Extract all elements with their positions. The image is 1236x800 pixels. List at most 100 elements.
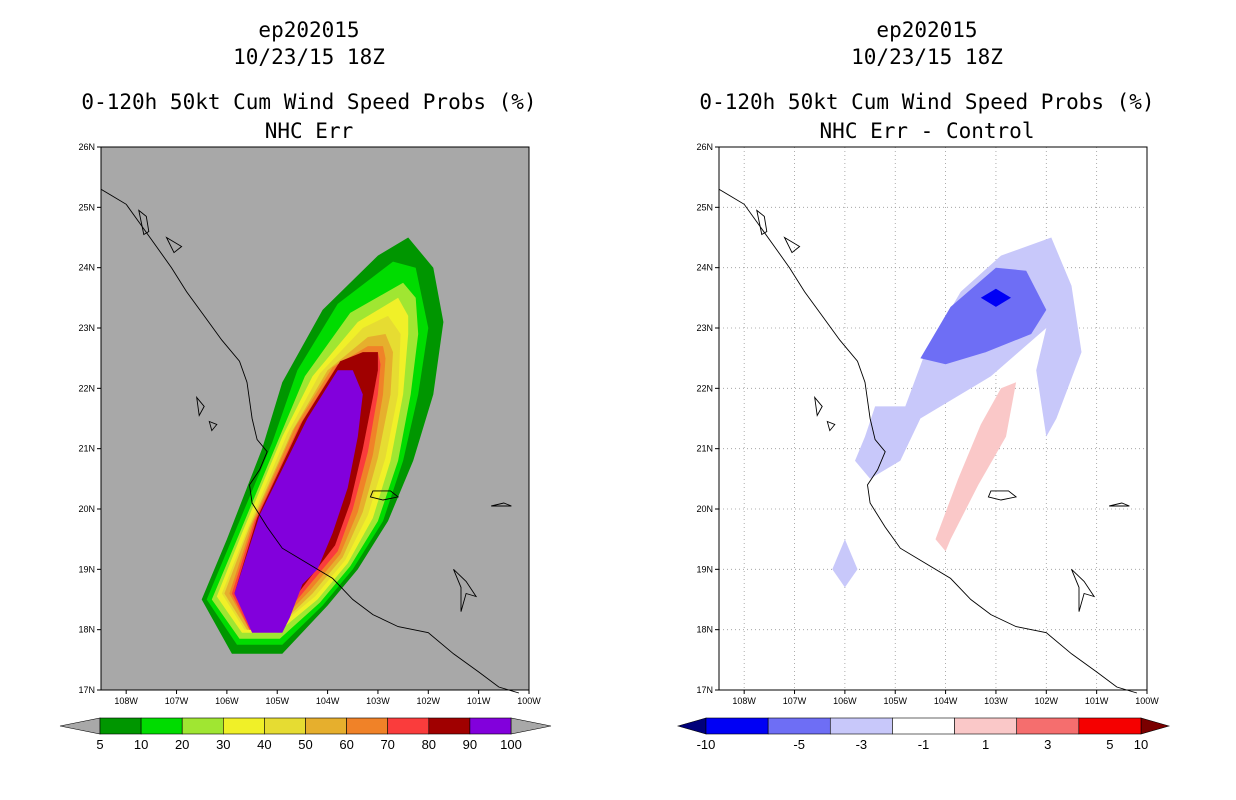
left-coastline (100, 188, 520, 694)
right-colorbar-label: -1 (918, 737, 930, 752)
left-island-outline (453, 568, 478, 612)
left-y-tick-label: 18N (78, 625, 95, 635)
right-colorbar-label: 3 (1044, 737, 1051, 752)
left-island-outline (196, 395, 205, 417)
left-colorbar-label: 60 (339, 737, 353, 752)
left-island-outline (491, 502, 512, 507)
left-x-tick-label: 101W (467, 696, 491, 706)
right-colorbar-label: -3 (856, 737, 868, 752)
left-colorbar-swatch (428, 717, 471, 735)
left-x-tick-label: 104W (316, 696, 340, 706)
right-x-tick-label: 102W (1035, 696, 1059, 706)
right-y-tick-label: 24N (696, 263, 713, 273)
left-colorbar-swatch (99, 717, 142, 735)
left-island-outline (165, 236, 183, 254)
left-colorbar-swatch (140, 717, 183, 735)
right-x-tick-label: 104W (934, 696, 958, 706)
right-chart-subtitle: NHC Err - Control (819, 119, 1035, 143)
right-map-plot: 108W 107W 106W 105W 104W 103W 102W 101W 100W 17N 1… (676, 142, 1171, 752)
right-y-tick-label: 23N (696, 323, 713, 333)
left-colorbar-label: 50 (298, 737, 312, 752)
right-plot-background (719, 147, 1147, 690)
left-y-tick-label: 24N (78, 263, 95, 273)
left-colorbar-low-arrow (59, 717, 101, 735)
right-island-outline (783, 236, 801, 254)
right-datetime: 10/23/15 18Z (851, 45, 1003, 69)
right-colorbar-low-arrow (676, 717, 707, 735)
left-x-tick-label: 100W (517, 696, 541, 706)
right-colorbar-label: -10 (697, 737, 716, 752)
left-chart-title: 0-120h 50kt Cum Wind Speed Probs (%) (81, 90, 537, 114)
left-colorbar-label: 20 (175, 737, 189, 752)
right-x-tick-label: 103W (984, 696, 1008, 706)
left-y-tick-label: 19N (78, 564, 95, 574)
left-colorbar-label: 80 (422, 737, 436, 752)
left-colorbar-swatch (181, 717, 224, 735)
right-island-outline (756, 209, 768, 236)
left-colorbar-swatch (223, 717, 265, 735)
left-x-tick-label: 102W (417, 696, 441, 706)
left-datetime: 10/23/15 18Z (233, 45, 385, 69)
left-storm-id: ep202015 (258, 18, 360, 42)
right-colorbar-swatch (1078, 717, 1142, 735)
right-colorbar-swatch (892, 717, 955, 735)
right-x-tick-label: 101W (1085, 696, 1109, 706)
right-contour-neg3 (920, 267, 1047, 365)
left-colorbar-high-arrow (510, 717, 552, 735)
left-x-tick-label: 103W (366, 696, 390, 706)
left-colorbar-label: 40 (257, 737, 271, 752)
right-y-tick-label: 19N (696, 564, 713, 574)
right-y-tick-label: 21N (696, 444, 713, 454)
left-island-outline (138, 209, 150, 236)
right-island-outline (826, 420, 836, 432)
right-y-tick-label: 18N (696, 625, 713, 635)
left-colorbar-label: 30 (216, 737, 230, 752)
right-plot-frame (718, 146, 1148, 691)
left-y-tick-label: 22N (78, 383, 95, 393)
right-contour-neg1 (832, 539, 858, 588)
right-y-tick-label: 17N (696, 685, 713, 695)
right-x-tick-label: 108W (732, 696, 756, 706)
right-coastline (718, 188, 1138, 694)
left-colorbar-swatch (305, 717, 347, 735)
right-y-tick-label: 25N (696, 202, 713, 212)
left-chart-panel: ep202015 10/23/15 18Z 0-120h 50kt Cum Wi… (59, 18, 552, 752)
right-contour-neg5 (980, 288, 1011, 307)
left-colorbar-swatch (469, 717, 512, 735)
left-x-tick-label: 108W (114, 696, 138, 706)
left-colorbar-swatch (346, 717, 389, 735)
right-island-outline (814, 395, 823, 417)
right-colorbar-label: 1 (982, 737, 989, 752)
right-x-tick-label: 106W (833, 696, 857, 706)
left-colorbar-swatch (387, 717, 430, 735)
left-colorbar-label: 70 (380, 737, 394, 752)
right-colorbar-swatch (954, 717, 1018, 735)
right-island-outline (987, 490, 1018, 501)
left-chart-subtitle: NHC Err (264, 119, 354, 143)
left-y-tick-label: 20N (78, 504, 95, 514)
left-y-tick-label: 25N (78, 202, 95, 212)
right-colorbar-label: 5 (1106, 737, 1113, 752)
right-contour-1 (935, 382, 1017, 552)
right-y-tick-label: 20N (696, 504, 713, 514)
left-x-tick-label: 107W (165, 696, 189, 706)
left-colorbar-label: 5 (96, 737, 103, 752)
right-colorbar-swatch (705, 717, 769, 735)
left-x-tick-label: 106W (215, 696, 239, 706)
right-x-tick-label: 100W (1135, 696, 1159, 706)
left-colorbar-label: 100 (500, 737, 522, 752)
right-island-outline (1071, 568, 1096, 612)
right-x-tick-label: 105W (883, 696, 907, 706)
left-plot-frame (100, 146, 530, 691)
left-y-tick-label: 21N (78, 444, 95, 454)
left-island-outline (208, 420, 218, 432)
right-y-tick-label: 22N (696, 383, 713, 393)
left-map-plot: 108W 107W 106W 105W 104W 103W 102W 101W 100W 17N 1… (59, 142, 552, 752)
right-colorbar-label: 10 (1134, 737, 1148, 752)
right-y-tick-label: 26N (696, 142, 713, 152)
left-y-tick-label: 17N (78, 685, 95, 695)
right-chart-panel: ep202015 10/23/15 18Z 0-120h 50kt Cum Wi… (618, 0, 1236, 800)
right-storm-id: ep202015 (876, 18, 978, 42)
right-island-outline (1109, 502, 1130, 507)
left-contour-90 (234, 370, 363, 633)
